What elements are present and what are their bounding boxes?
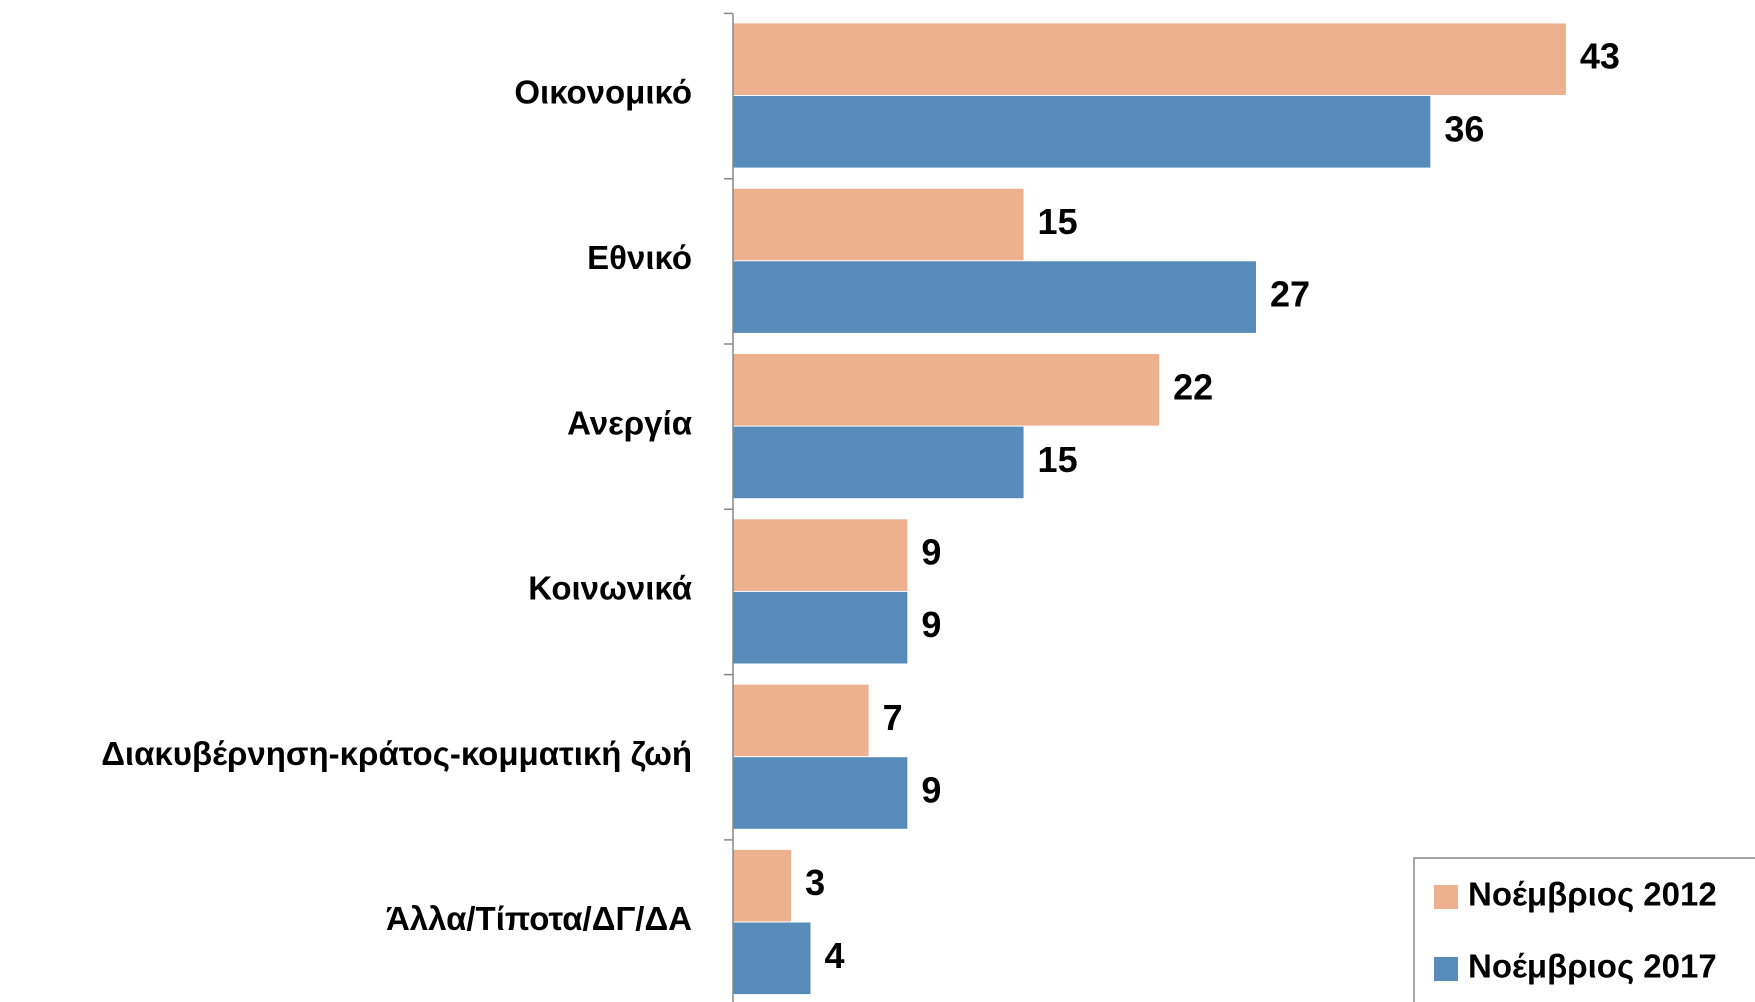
value-label: 43 xyxy=(1580,36,1620,77)
bar xyxy=(733,261,1256,333)
bar xyxy=(733,849,792,922)
bar xyxy=(733,519,908,591)
bar xyxy=(733,426,1024,499)
bar xyxy=(733,23,1566,95)
value-label: 9 xyxy=(921,604,941,645)
bar xyxy=(733,354,1160,426)
value-label: 3 xyxy=(805,862,825,903)
bar xyxy=(733,96,1431,168)
bar xyxy=(733,188,1024,261)
value-label: 15 xyxy=(1038,439,1078,480)
category-label: Κοινωνικά xyxy=(528,570,692,607)
value-label: 27 xyxy=(1270,274,1310,315)
bar xyxy=(733,922,811,995)
value-label: 4 xyxy=(824,935,844,976)
bar xyxy=(733,684,869,757)
bar xyxy=(733,591,908,664)
value-label: 7 xyxy=(883,697,903,738)
bar xyxy=(733,757,908,829)
value-label: 22 xyxy=(1173,366,1213,407)
value-label: 36 xyxy=(1444,108,1484,149)
value-label: 9 xyxy=(921,532,941,573)
legend-swatch xyxy=(1434,885,1458,909)
category-label: Οικονομικό xyxy=(514,74,692,111)
legend-label: Νοέμβριος 2017 xyxy=(1468,948,1717,985)
legend-label: Νοέμβριος 2012 xyxy=(1468,876,1717,913)
category-label: Διακυβέρνηση-κράτος-κομματική ζωή xyxy=(101,735,692,772)
legend-swatch xyxy=(1434,957,1458,981)
category-label: Εθνικό xyxy=(587,239,692,276)
value-label: 15 xyxy=(1038,201,1078,242)
category-label: Ανεργία xyxy=(567,404,692,441)
legend-box xyxy=(1413,857,1755,1002)
value-label: 9 xyxy=(921,770,941,811)
category-label: Άλλα/Τίποτα/ΔΓ/ΔΑ xyxy=(386,900,692,937)
